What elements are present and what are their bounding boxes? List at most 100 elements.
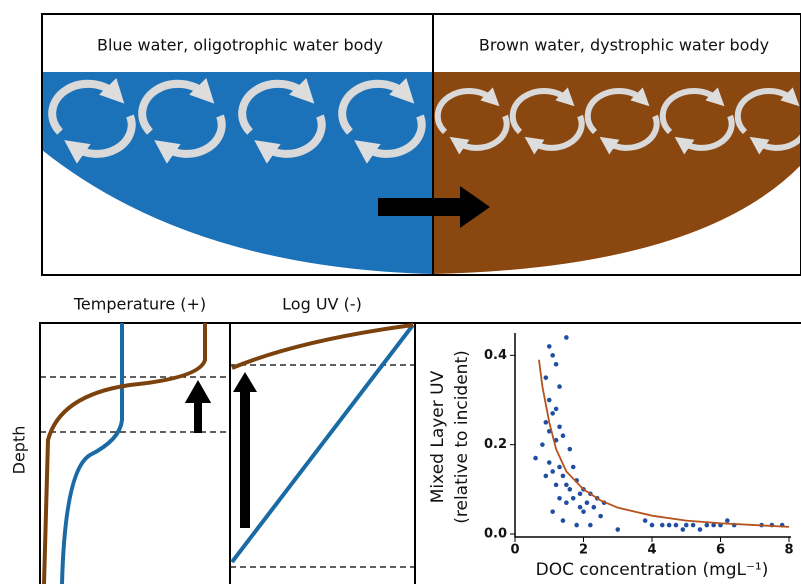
point: [547, 398, 552, 403]
wave: [503, 67, 525, 72]
point: [705, 523, 710, 528]
point: [585, 500, 590, 505]
wave: [789, 67, 801, 72]
wave: [613, 67, 635, 72]
axis-label: Log UV (-): [282, 295, 362, 314]
wave: [129, 67, 151, 72]
wave: [569, 67, 591, 72]
axis-label: Temperature (+): [73, 295, 206, 314]
x-tick-label: 0: [510, 543, 519, 558]
point: [564, 335, 569, 340]
point: [564, 500, 569, 505]
wave: [591, 67, 613, 72]
point: [581, 509, 586, 514]
wave: [327, 67, 349, 72]
wave: [85, 67, 107, 72]
point: [571, 496, 576, 501]
brown-temperature: [44, 323, 205, 584]
point: [550, 509, 555, 514]
wave: [657, 67, 679, 72]
waves: [41, 67, 801, 72]
point: [568, 447, 573, 452]
wave: [701, 67, 723, 72]
panel-label: Blue water, oligotrophic water body: [97, 36, 383, 55]
point: [684, 523, 689, 528]
wave: [217, 67, 239, 72]
wave: [305, 67, 327, 72]
y-axis-label: (relative to incident): [452, 350, 472, 524]
point: [643, 518, 648, 523]
point: [568, 487, 573, 492]
page: Blue water, oligotrophic water body Brow…: [0, 0, 801, 584]
point: [698, 527, 703, 532]
y-tick-label: 0.4: [484, 348, 507, 363]
wave: [481, 67, 503, 72]
point: [550, 469, 555, 474]
point: [681, 527, 686, 532]
wave: [393, 67, 415, 72]
point: [667, 523, 672, 528]
wave: [63, 67, 85, 72]
y-tick-label: 0.2: [484, 437, 507, 452]
wave: [151, 67, 173, 72]
point: [564, 483, 569, 488]
figure: Blue water, oligotrophic water body Brow…: [0, 0, 801, 584]
x-tick-label: 2: [579, 543, 588, 558]
wave: [261, 67, 283, 72]
point: [725, 518, 730, 523]
point: [578, 492, 583, 497]
wave: [41, 67, 63, 72]
point: [578, 505, 583, 510]
point: [550, 353, 555, 358]
wave: [437, 67, 459, 72]
point: [544, 474, 549, 479]
point: [598, 514, 603, 519]
blue-temperature: [62, 323, 122, 584]
point: [557, 425, 562, 430]
point: [557, 496, 562, 501]
panel-label: Brown water, dystrophic water body: [479, 36, 769, 55]
shift-arrow: [233, 372, 257, 528]
wave: [635, 67, 657, 72]
wave: [767, 67, 789, 72]
point: [557, 465, 562, 470]
point: [571, 465, 576, 470]
point: [544, 420, 549, 425]
point: [547, 344, 552, 349]
wave: [679, 67, 701, 72]
point: [544, 375, 549, 380]
wave: [371, 67, 393, 72]
point: [554, 407, 559, 412]
x-tick-label: 6: [716, 543, 725, 558]
wave: [239, 67, 261, 72]
fit-line: [539, 360, 789, 527]
wave: [525, 67, 547, 72]
wave: [349, 67, 371, 72]
point: [547, 460, 552, 465]
point: [554, 483, 559, 488]
frame: [40, 323, 801, 584]
wave: [195, 67, 217, 72]
y-axis-label: Mixed Layer UV: [428, 370, 448, 503]
wave: [547, 67, 569, 72]
point: [557, 384, 562, 389]
blue-lake: [42, 72, 433, 274]
point: [561, 433, 566, 438]
wave: [173, 67, 195, 72]
point: [533, 456, 538, 461]
point: [650, 523, 655, 528]
point: [561, 474, 566, 479]
x-tick-label: 8: [784, 543, 793, 558]
point: [561, 518, 566, 523]
wave: [283, 67, 305, 72]
point: [574, 523, 579, 528]
point: [674, 523, 679, 528]
wave: [745, 67, 767, 72]
point: [615, 527, 620, 532]
point: [691, 523, 696, 528]
point: [540, 442, 545, 447]
axis-label: Depth: [10, 426, 29, 475]
blue-uv: [232, 325, 413, 562]
x-tick-label: 4: [647, 543, 656, 558]
